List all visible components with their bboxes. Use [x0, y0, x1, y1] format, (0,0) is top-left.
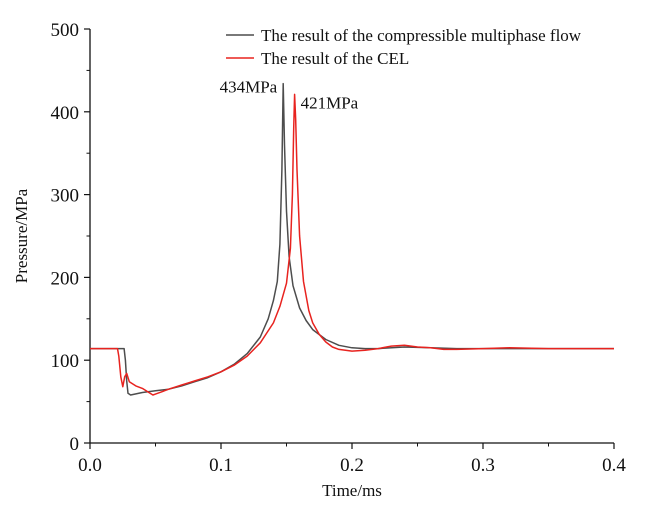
- annotations: 434MPa 421MPa: [220, 78, 359, 113]
- x-tick-label: 0.0: [78, 455, 102, 476]
- axes: [89, 29, 614, 444]
- y-tick-label: 100: [51, 351, 80, 372]
- x-tick-label: 0.1: [209, 455, 233, 476]
- legend-label-2: The result of the CEL: [261, 49, 409, 68]
- series-layer: [90, 82, 614, 396]
- y-tick-label: 0: [70, 434, 80, 455]
- y-tick-label: 400: [51, 103, 80, 124]
- legend-label-1: The result of the compressible multiphas…: [261, 26, 582, 45]
- peak-annotation-2: 421MPa: [301, 93, 359, 112]
- x-tick-label: 0.2: [340, 455, 364, 476]
- legend: The result of the compressible multiphas…: [226, 26, 582, 68]
- x-ticks: 0.0 0.1 0.2 0.3 0.4: [78, 443, 626, 476]
- y-tick-label: 300: [51, 186, 80, 207]
- x-axis-label: Time/ms: [322, 481, 382, 500]
- peak-annotation-1: 434MPa: [220, 78, 278, 97]
- x-tick-label: 0.3: [471, 455, 495, 476]
- x-tick-label: 0.4: [602, 455, 626, 476]
- y-tick-label: 200: [51, 268, 80, 289]
- y-ticks: 0 100 200 300 400 500: [51, 20, 90, 455]
- y-tick-label: 500: [51, 20, 80, 41]
- y-axis-label: Pressure/MPa: [12, 188, 31, 283]
- series-line-2: [90, 93, 614, 396]
